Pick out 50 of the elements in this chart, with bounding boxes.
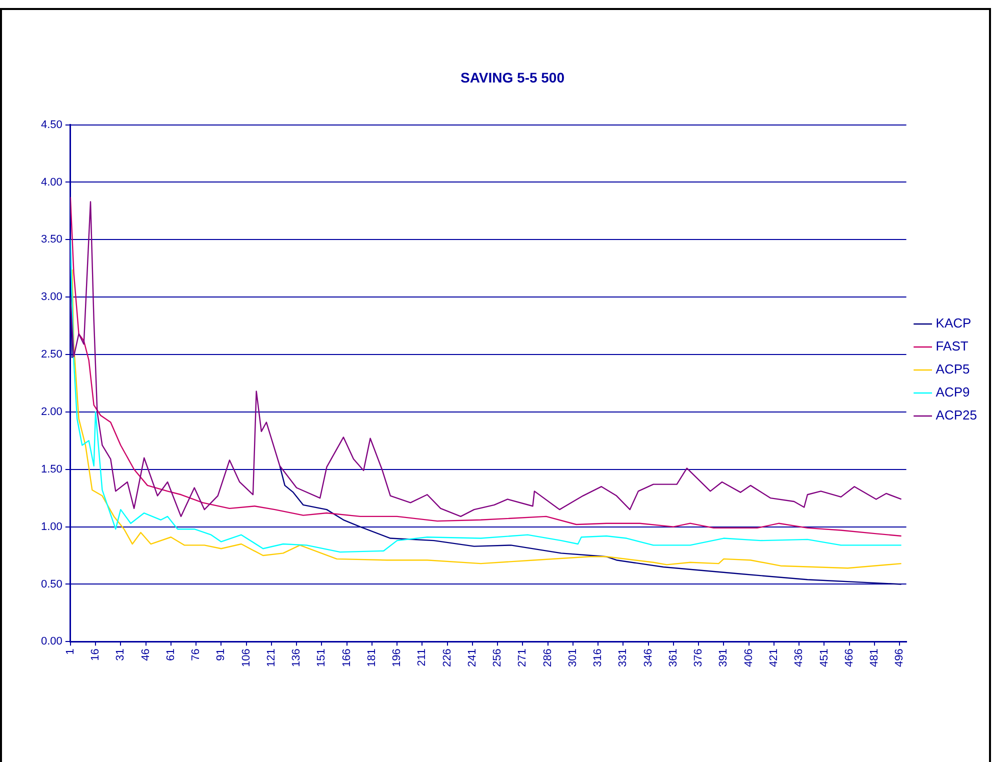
x-tick-label: 481 xyxy=(868,648,881,668)
legend-label: KACP xyxy=(936,316,972,331)
x-tick-label: 331 xyxy=(617,648,630,668)
x-tick-label: 181 xyxy=(366,648,378,668)
x-tick-label: 421 xyxy=(768,648,780,668)
x-tick-label: 121 xyxy=(265,648,278,668)
x-tick-label: 496 xyxy=(894,648,906,668)
y-tick-label: 0.00 xyxy=(40,636,62,648)
x-tick-label: 91 xyxy=(215,648,228,661)
x-tick-label: 76 xyxy=(190,648,202,661)
x-tick-label: 316 xyxy=(592,648,604,668)
x-tick-label: 436 xyxy=(793,648,806,668)
x-tick-label: 271 xyxy=(516,648,529,668)
y-tick-label: 0.50 xyxy=(40,578,62,590)
x-tick-label: 16 xyxy=(90,648,102,661)
x-tick-label: 346 xyxy=(642,648,654,668)
x-tick-label: 391 xyxy=(718,648,730,668)
legend-label: ACP25 xyxy=(936,408,978,423)
y-tick-label: 4.50 xyxy=(40,118,62,131)
x-tick-label: 46 xyxy=(140,648,152,661)
y-tick-label: 4.00 xyxy=(40,176,62,188)
x-tick-label: 1 xyxy=(64,648,76,655)
x-tick-label: 301 xyxy=(566,648,579,668)
x-tick-label: 256 xyxy=(492,648,504,668)
x-tick-label: 466 xyxy=(843,648,856,668)
chart-title: SAVING 5-5 500 xyxy=(460,69,565,86)
x-tick-label: 226 xyxy=(441,648,454,668)
y-tick-label: 1.50 xyxy=(40,463,62,476)
x-tick-label: 136 xyxy=(290,648,303,668)
y-tick-label: 2.50 xyxy=(40,348,62,361)
x-tick-label: 31 xyxy=(114,648,127,661)
x-tick-label: 451 xyxy=(818,648,830,668)
x-tick-label: 166 xyxy=(340,648,353,668)
x-tick-label: 106 xyxy=(240,648,252,668)
y-tick-label: 3.00 xyxy=(40,291,62,304)
x-tick-label: 286 xyxy=(542,648,554,668)
x-tick-label: 376 xyxy=(692,648,705,668)
x-tick-label: 151 xyxy=(316,648,328,668)
y-tick-label: 2.00 xyxy=(40,406,62,418)
x-tick-label: 211 xyxy=(416,648,428,666)
x-tick-label: 361 xyxy=(667,648,680,668)
x-tick-label: 196 xyxy=(391,648,404,668)
legend-label: FAST xyxy=(936,338,968,354)
y-tick-label: 3.50 xyxy=(40,234,62,246)
legend-label: ACP5 xyxy=(936,362,970,377)
legend-label: ACP9 xyxy=(936,384,970,400)
x-tick-label: 241 xyxy=(466,648,478,668)
y-tick-label: 1.00 xyxy=(40,520,62,533)
x-tick-label: 61 xyxy=(164,648,177,661)
x-tick-label: 406 xyxy=(742,648,755,668)
